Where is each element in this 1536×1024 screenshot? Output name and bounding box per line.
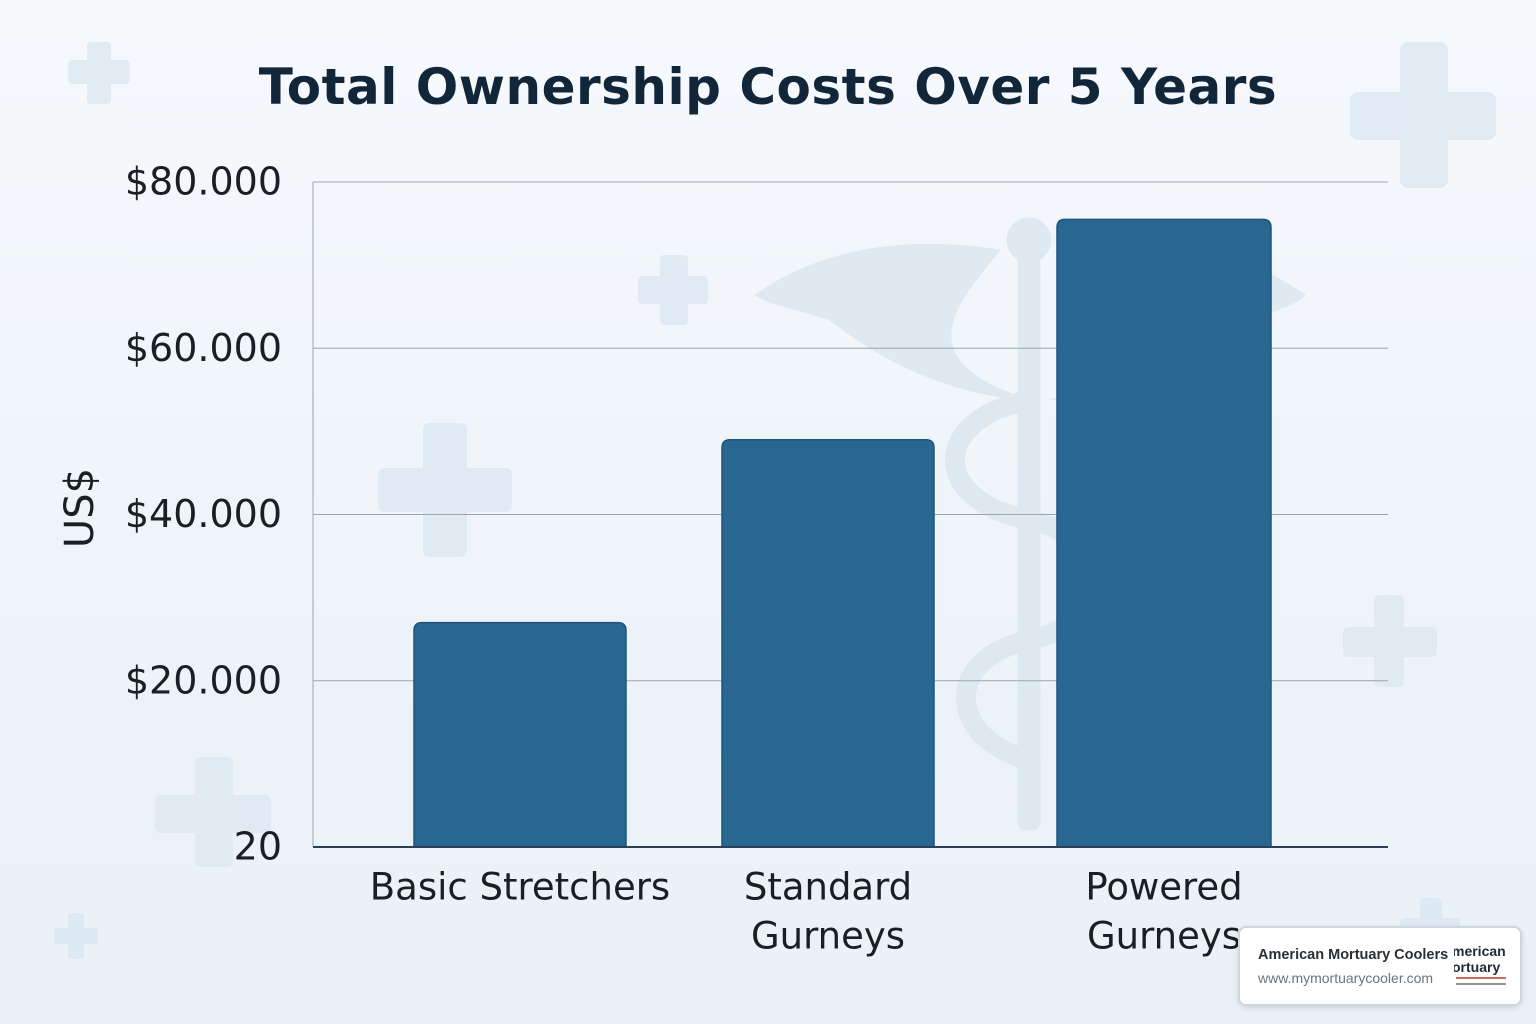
y-tick-label: $20.000 <box>125 658 282 702</box>
chart-title: Total Ownership Costs Over 5 Years <box>258 58 1278 116</box>
plus-icon <box>54 913 98 959</box>
plus-icon <box>68 42 130 104</box>
y-axis-label: US$ <box>57 468 103 548</box>
y-tick-label: $40.000 <box>125 492 282 536</box>
plus-icon <box>638 255 708 325</box>
company-logo: merican ortuary <box>1454 941 1508 993</box>
watermark-url: www.mymortuarycooler.com <box>1258 970 1434 986</box>
x-tick-label: Gurneys <box>1087 915 1241 958</box>
plus-icon <box>378 423 512 557</box>
plus-icon <box>1350 42 1496 188</box>
bar <box>721 438 935 848</box>
x-tick-label: Standard <box>744 866 912 909</box>
x-tick-label: Powered <box>1085 866 1242 909</box>
y-tick-label: 20 <box>234 825 282 869</box>
plus-icon <box>1343 595 1437 687</box>
watermark-company-name: American Mortuary Coolers <box>1258 947 1449 963</box>
bar <box>413 621 627 848</box>
watermark-badge: American Mortuary Coolers www.mymortuary… <box>1238 926 1522 1006</box>
y-tick-label: $80.000 <box>125 160 282 204</box>
plus-icon <box>155 757 271 867</box>
x-tick-label: Basic Stretchers <box>370 866 670 909</box>
x-tick-label: Gurneys <box>751 915 905 958</box>
svg-text:ortuary: ortuary <box>1454 959 1500 975</box>
y-tick-label: $60.000 <box>125 326 282 370</box>
svg-text:merican: merican <box>1454 943 1506 959</box>
bar <box>1056 218 1272 848</box>
